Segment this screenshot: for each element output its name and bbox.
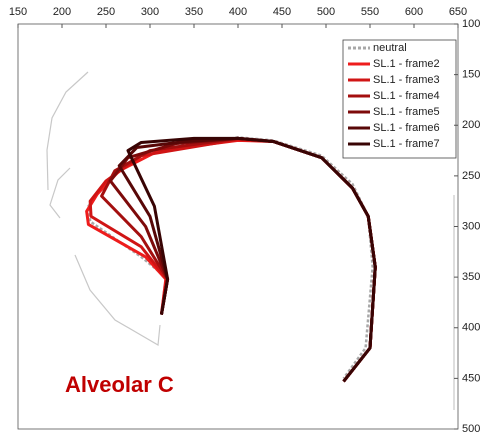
y-tick-label: 500 — [462, 423, 480, 433]
legend-label: SL.1 - frame4 — [373, 90, 440, 102]
y-tick-label: 100 — [462, 18, 480, 30]
legend-label: SL.1 - frame7 — [373, 138, 440, 150]
series-line — [128, 138, 375, 381]
y-tick-label: 150 — [462, 69, 480, 81]
y-tick-label: 350 — [462, 271, 480, 283]
series-line — [90, 139, 375, 381]
x-tick-label: 600 — [405, 6, 423, 18]
x-tick-label: 250 — [97, 6, 115, 18]
y-tick-label: 400 — [462, 322, 480, 334]
chart: Alveolar C 150 200 250 300 350 400 450 500 550 60… — [0, 0, 488, 433]
x-tick-label: 500 — [317, 6, 335, 18]
legend-label: SL.1 - frame2 — [373, 58, 440, 70]
x-tick-label: 300 — [141, 6, 159, 18]
series-line — [102, 138, 376, 381]
legend-label: SL.1 - frame3 — [373, 74, 440, 86]
legend-label: neutral — [373, 42, 407, 54]
series-line — [87, 140, 376, 381]
series-line — [88, 137, 372, 378]
x-tick-label: 400 — [229, 6, 247, 18]
x-tick-label: 350 — [185, 6, 203, 18]
x-tick-label: 200 — [53, 6, 71, 18]
annotation: Alveolar C — [65, 372, 174, 397]
x-tick-label: 650 — [449, 6, 467, 18]
y-tick-label: 450 — [462, 372, 480, 384]
jaw-outline — [75, 255, 160, 345]
palate-outline — [47, 72, 88, 190]
x-tick-label: 550 — [361, 6, 379, 18]
y-tick-label: 300 — [462, 220, 480, 232]
y-tick-label: 200 — [462, 119, 480, 131]
legend-label: SL.1 - frame6 — [373, 122, 440, 134]
x-tick-label: 450 — [273, 6, 291, 18]
x-tick-label: 150 — [9, 6, 27, 18]
legend-label: SL.1 - frame5 — [373, 106, 440, 118]
y-tick-label: 250 — [462, 170, 480, 182]
lip-outline — [50, 168, 70, 218]
